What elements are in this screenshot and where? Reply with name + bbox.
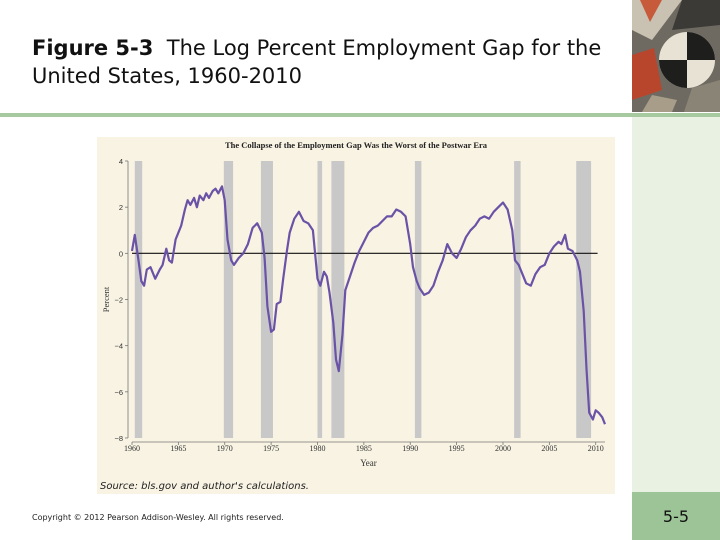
- x-tick-label: 1970: [217, 444, 233, 453]
- x-tick-label: 2000: [495, 444, 511, 453]
- x-tick-label: 1990: [402, 444, 418, 453]
- x-tick-label: 1980: [309, 444, 325, 453]
- y-tick-label: −4: [114, 342, 123, 351]
- recession-band-6: [514, 161, 521, 438]
- x-tick-label: 2010: [588, 444, 604, 453]
- y-tick-label: −2: [114, 296, 123, 305]
- x-tick-label: 1965: [170, 444, 186, 453]
- recession-band-5: [414, 161, 422, 438]
- source-note: Source: bls.gov and author's calculation…: [100, 481, 309, 492]
- side-band: [632, 117, 720, 492]
- recession-band-3: [317, 161, 323, 438]
- x-tick-label: 2005: [541, 444, 557, 453]
- recession-band-1: [223, 161, 234, 438]
- chart-panel: The Collapse of the Employment Gap Was t…: [97, 137, 615, 494]
- page-number: 5-5: [662, 506, 690, 526]
- recession-band-0: [134, 161, 143, 438]
- figure-label: Figure 5-3: [32, 36, 154, 60]
- copyright-notice: Copyright © 2012 Pearson Addison-Wesley.…: [32, 513, 284, 522]
- x-tick-label: 1995: [449, 444, 465, 453]
- y-tick-label: 4: [119, 157, 123, 166]
- chart-title: The Collapse of the Employment Gap Was t…: [225, 140, 488, 150]
- figure-title: The Log Percent Employment Gap for the U…: [32, 36, 602, 88]
- series-line-0: [130, 185, 607, 425]
- slide-title: Figure 5-3 The Log Percent Employment Ga…: [32, 34, 622, 90]
- recession-band-4: [331, 161, 345, 438]
- y-tick-label: −8: [114, 434, 123, 443]
- y-tick-label: 2: [119, 203, 123, 212]
- x-tick-label: 1985: [356, 444, 372, 453]
- decorative-corner-art: [632, 0, 720, 112]
- y-tick-label: 0: [119, 249, 123, 258]
- title-underline: [0, 113, 720, 117]
- y-axis-label: Percent: [101, 286, 111, 312]
- x-tick-label: 1960: [124, 444, 140, 453]
- x-tick-label: 1975: [263, 444, 279, 453]
- y-tick-label: −6: [114, 388, 123, 397]
- x-axis-label: Year: [360, 458, 377, 468]
- employment-gap-chart: The Collapse of the Employment Gap Was t…: [101, 140, 607, 468]
- page-number-box: 5-5: [632, 492, 720, 540]
